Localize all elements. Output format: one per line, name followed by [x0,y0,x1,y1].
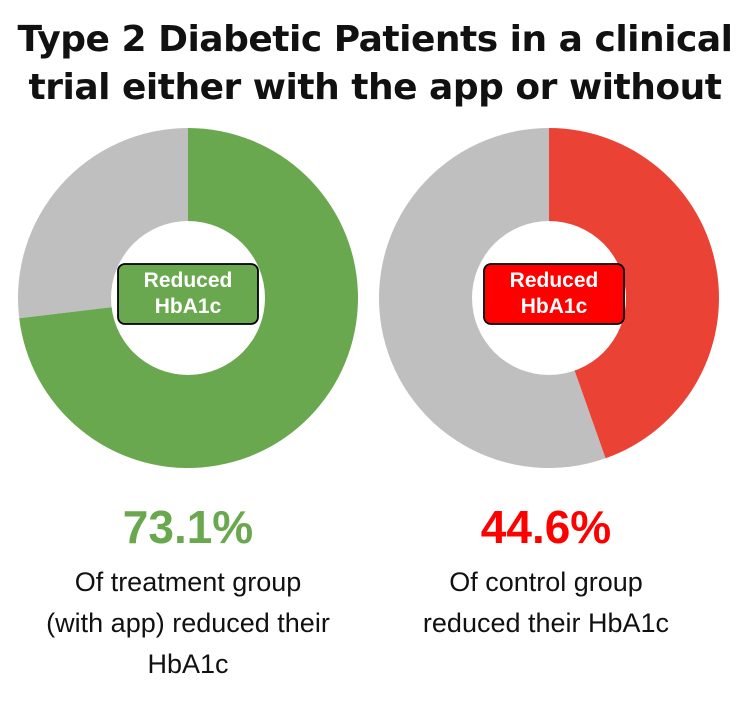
control-description-line-2: reduced their HbA1c [422,608,670,638]
control-label-line-2: HbA1c [521,295,588,318]
control-label-line-1: Reduced [510,269,599,292]
control-description-line-1: Of control group [449,567,643,597]
control-percentage: 44.6% [480,501,612,553]
chart-title-line-2: trial either with the app or without [28,67,722,108]
control-donut: Reduced HbA1c [379,128,719,468]
chart-title: Type 2 Diabetic Patients in a clinical t… [0,16,750,112]
treatment-description-line-3: HbA1c [147,649,229,679]
treatment-label-line-2: HbA1c [155,295,222,318]
treatment-donut: Reduced HbA1c [17,128,358,469]
control-description: Of control group reduced their HbA1c [366,562,726,644]
treatment-description-line-2: (with app) reduced their [46,608,330,638]
control-reduced-slice [549,128,719,459]
treatment-label-box [117,263,259,325]
treatment-description-line-1: Of treatment group [74,567,302,597]
treatment-description: Of treatment group (with app) reduced th… [8,562,368,685]
treatment-percentage: 73.1% [122,501,254,553]
chart-title-line-1: Type 2 Diabetic Patients in a clinical [17,19,733,60]
treatment-label-line-1: Reduced [144,269,233,292]
control-label-box [483,263,625,325]
